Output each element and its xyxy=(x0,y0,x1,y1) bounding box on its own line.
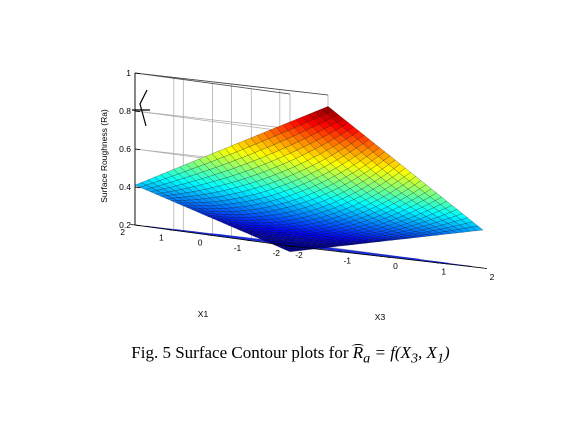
caption-prefix: Fig. 5 Surface Contour plots for xyxy=(131,343,353,362)
y-axis-line xyxy=(134,224,291,247)
contour-projection xyxy=(145,225,472,267)
caption-arg2-sub: 1 xyxy=(436,350,445,367)
y-tick-label: 2 xyxy=(120,227,125,237)
z-tick-mark xyxy=(134,148,141,151)
caption-arg1-sub: 3 xyxy=(410,350,419,367)
y-tick-label: -2 xyxy=(272,248,280,258)
x-tick-label: -1 xyxy=(343,256,351,266)
box-edge xyxy=(134,72,329,96)
z-tick-mark xyxy=(134,186,141,189)
axes: 0.2 0.4 0.6 0.8 1 -2 -1 0 1 2 -2 -1 0 1 2 Surface Rough… xyxy=(99,68,495,322)
surface-plot: 0.2 0.4 0.6 0.8 1 -2 -1 0 1 2 -2 -1 0 1 2 Surface Rough… xyxy=(99,68,495,322)
z-tick-label: 0.4 xyxy=(119,182,131,192)
z-tick-label: 0.2 xyxy=(119,220,131,230)
x-tick-label: 1 xyxy=(441,267,446,277)
z-tick-mark xyxy=(134,110,141,113)
x-tick-mark xyxy=(482,267,488,269)
z-tick-label: 0.8 xyxy=(119,106,131,116)
surface-mesh xyxy=(134,106,484,252)
x-tick-label: 2 xyxy=(490,272,495,282)
caption-sep: , X xyxy=(418,343,437,362)
cursor-mark xyxy=(132,89,150,127)
z-tick-mark xyxy=(134,72,141,75)
caption-symbol: R xyxy=(351,343,365,362)
caption-close: ) xyxy=(444,343,450,362)
y-axis-title: X1 xyxy=(198,309,209,319)
surface-patch xyxy=(471,225,484,231)
z-axis-title: Surface Roughness (Ra) xyxy=(99,109,109,203)
y-tick-label: -1 xyxy=(234,243,242,253)
x-tick-label: -2 xyxy=(295,250,303,260)
caption-subscript: a xyxy=(363,350,371,367)
x-axis-title: X3 xyxy=(375,312,386,322)
z-tick-label: 1 xyxy=(126,68,131,78)
x-axis-line xyxy=(289,245,484,269)
caption-equals: = f(X xyxy=(370,343,411,362)
y-tick-label: 0 xyxy=(198,238,203,248)
y-tick-mark xyxy=(130,224,136,226)
y-tick-label: 1 xyxy=(159,232,164,242)
z-tick-label: 0.6 xyxy=(119,144,131,154)
figure-caption: Fig. 5 Surface Contour plots for Ra = f(… xyxy=(0,343,581,367)
box-edge xyxy=(134,72,291,95)
x-tick-label: 0 xyxy=(393,261,398,271)
